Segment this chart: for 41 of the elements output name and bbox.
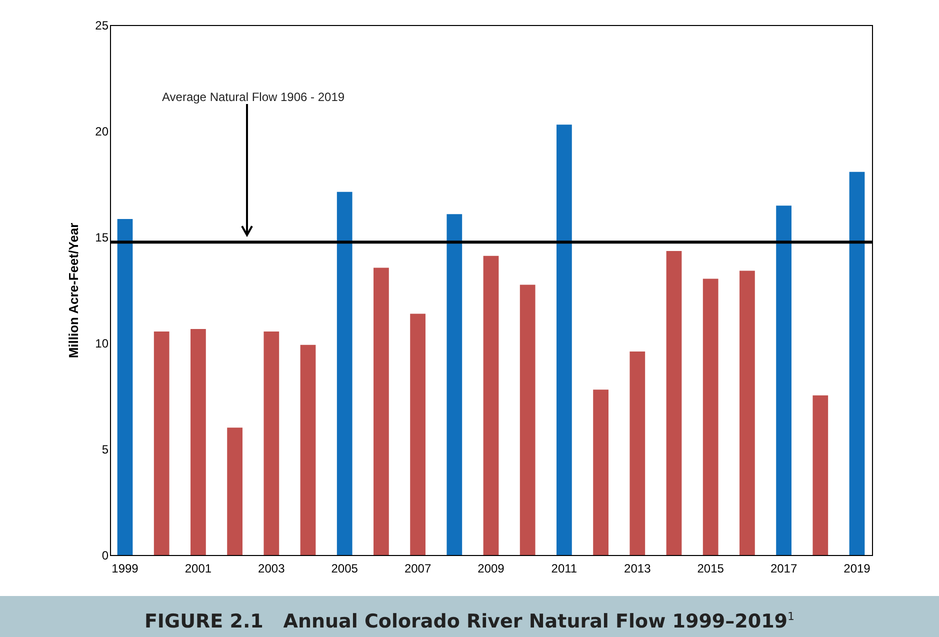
bar [740, 270, 755, 555]
bar [374, 268, 389, 555]
x-tick-label: 2003 [258, 562, 286, 576]
bar [849, 172, 865, 555]
x-tick-label: 2005 [331, 562, 358, 576]
text: FIGURE 2.1 Annual Colorado River Natural Flow 1999–2019$^{1}$ [0, 596, 939, 637]
ref-line-label: Average Natural Flow 1906 - 2019 [162, 90, 345, 104]
bar [117, 218, 133, 555]
y-tick-label: 10 [95, 336, 109, 350]
bar [520, 284, 536, 555]
bar [556, 124, 572, 555]
bar [190, 329, 206, 555]
x-tick-label: 2019 [844, 562, 871, 576]
x-tick-label: 2009 [478, 562, 505, 576]
y-tick-label: 0 [102, 548, 109, 562]
y-tick-label: 5 [102, 442, 109, 456]
bar [702, 278, 718, 555]
bar [300, 344, 316, 555]
x-tick-label: 2013 [624, 562, 652, 576]
bar [593, 390, 608, 555]
x-tick-label: 2011 [551, 562, 578, 576]
bar [336, 192, 352, 555]
y-axis-title: Million Acre-Feet/Year [66, 222, 82, 358]
bar [154, 332, 170, 555]
x-tick-label: 2017 [770, 562, 798, 576]
bar [483, 256, 499, 555]
y-tick-label: 15 [95, 230, 109, 244]
bar [630, 351, 646, 555]
x-tick-label: 2015 [697, 562, 724, 576]
y-tick-label: 25 [95, 18, 109, 32]
bar [264, 332, 280, 555]
x-tick-label: 2007 [404, 562, 432, 576]
bar [410, 314, 426, 555]
bar [227, 428, 242, 555]
y-tick-label: 20 [95, 124, 109, 138]
x-tick-label: 1999 [112, 562, 139, 576]
x-tick-label: 2001 [184, 562, 212, 576]
bar [666, 250, 682, 555]
bar [812, 395, 828, 555]
bar [446, 214, 462, 555]
bar [776, 206, 792, 555]
